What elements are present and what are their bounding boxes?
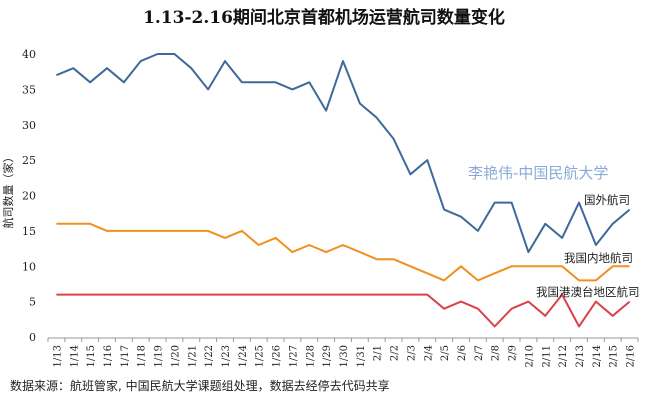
x-tick-label: 1/23 <box>221 345 232 367</box>
x-tick-label: 2/14 <box>592 345 603 367</box>
y-tick-label: 30 <box>22 119 36 132</box>
series-label-mainland: 我国内地航司 <box>564 251 633 265</box>
x-tick-label: 1/19 <box>154 345 165 367</box>
y-tick-label: 5 <box>29 296 36 309</box>
x-tick-label: 2/4 <box>423 345 434 361</box>
watermark: 李艳伟-中国民航大学 <box>468 164 608 182</box>
chart-title: 1.13-2.16期间北京首都机场运营航司数量变化 <box>143 7 505 28</box>
x-tick-label: 2/2 <box>390 345 401 361</box>
x-axis: 1/13 1/14 1/15 1/16 1/17 1/18 1/19 1/20 1/21 1/22… <box>47 337 639 367</box>
series-label-foreign: 国外航司 <box>584 193 630 207</box>
x-tick-label: 2/16 <box>626 345 637 367</box>
x-tick-label: 2/8 <box>491 345 502 361</box>
series-line-foreign <box>56 53 631 254</box>
x-tick-label: 1/21 <box>187 345 198 367</box>
x-tick-label: 2/3 <box>406 345 417 361</box>
x-tick-label: 2/5 <box>440 345 451 361</box>
series-line-hkmt <box>56 293 631 328</box>
x-tick-label: 1/30 <box>339 345 350 367</box>
x-tick-label: 2/13 <box>575 345 586 367</box>
series-line-mainland <box>56 222 630 282</box>
x-tick-label: 1/25 <box>255 345 266 367</box>
y-tick-label: 20 <box>22 190 36 203</box>
data-source-note: 数据来源：航班管家, 中国民航大学课题组处理，数据去经停去代码共享 <box>10 378 390 393</box>
x-tick-label: 1/26 <box>272 345 283 367</box>
x-tick-label: 1/28 <box>305 345 316 367</box>
x-tick-label: 1/29 <box>322 345 333 367</box>
x-tick-label: 1/13 <box>52 345 63 367</box>
y-tick-label: 10 <box>22 260 36 273</box>
x-tick-label: 1/16 <box>103 345 114 367</box>
x-tick-label: 1/20 <box>170 345 181 367</box>
x-tick-label: 2/7 <box>474 345 485 361</box>
x-tick-label: 2/6 <box>457 345 468 361</box>
x-tick-label: 1/18 <box>137 345 148 367</box>
x-tick-label: 1/24 <box>238 345 249 367</box>
x-tick-label: 1/17 <box>120 345 131 367</box>
series-layer <box>56 53 631 328</box>
x-tick-label: 2/12 <box>558 345 569 367</box>
y-tick-label: 40 <box>22 48 36 61</box>
series-label-hkmt: 我国港澳台地区航司 <box>536 285 640 299</box>
x-tick-label: 1/31 <box>356 345 367 367</box>
y-axis-label: 航司数量（家） <box>1 152 15 229</box>
x-tick-label: 2/11 <box>541 345 552 367</box>
x-tick-label: 1/15 <box>86 345 97 367</box>
y-tick-label: 25 <box>22 154 36 167</box>
y-tick-label: 15 <box>22 225 36 238</box>
x-tick-label: 2/10 <box>524 345 535 367</box>
x-tick-label: 2/1 <box>373 345 384 361</box>
y-tick-label: 35 <box>22 83 36 96</box>
y-axis-ticks: 0 5 10 15 20 25 30 35 40 <box>22 48 36 344</box>
x-tick-label: 1/14 <box>69 345 80 367</box>
y-tick-label: 0 <box>29 331 36 344</box>
x-tick-label: 1/22 <box>204 345 215 367</box>
x-tick-label: 2/15 <box>609 345 620 367</box>
x-tick-label: 1/27 <box>288 345 299 367</box>
x-tick-label: 2/9 <box>508 345 519 361</box>
